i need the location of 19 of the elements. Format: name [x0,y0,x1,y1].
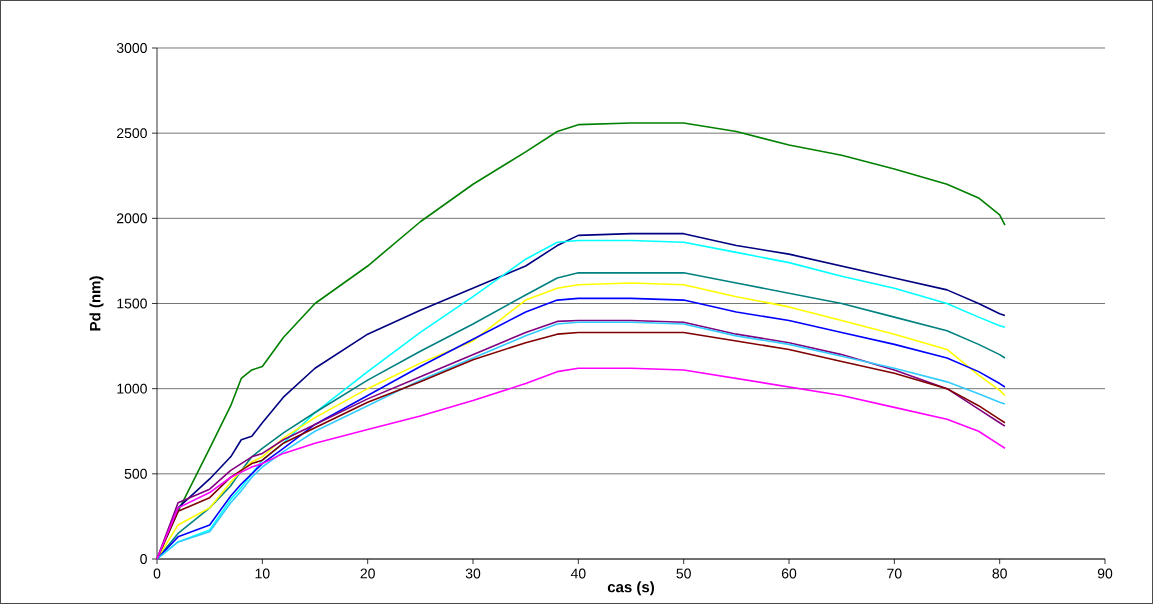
y-tick-label: 3000 [116,43,147,53]
x-tick-label: 0 [153,568,161,579]
y-axis-title: Pd (nm) [89,276,104,331]
x-tick-label: 20 [360,568,375,579]
y-tick-label: 500 [124,468,147,479]
x-tick-label: 10 [255,568,270,579]
x-tick-label: 50 [676,568,691,579]
x-tick-label: 70 [887,568,902,579]
y-tick-label: 0 [140,554,147,564]
x-tick-label: 30 [465,568,481,579]
x-tick-label: 90 [1097,568,1113,579]
y-tick-label: 1000 [117,383,147,394]
y-tick-label: 2000 [117,213,147,224]
x-tick-label: 80 [992,568,1007,579]
y-tick-label: 2500 [117,128,147,139]
x-axis-title: cas (s) [607,581,654,596]
y-tick-label: 1500 [117,298,147,309]
x-tick-label: 40 [570,568,586,579]
x-tick-label: 60 [781,568,797,579]
